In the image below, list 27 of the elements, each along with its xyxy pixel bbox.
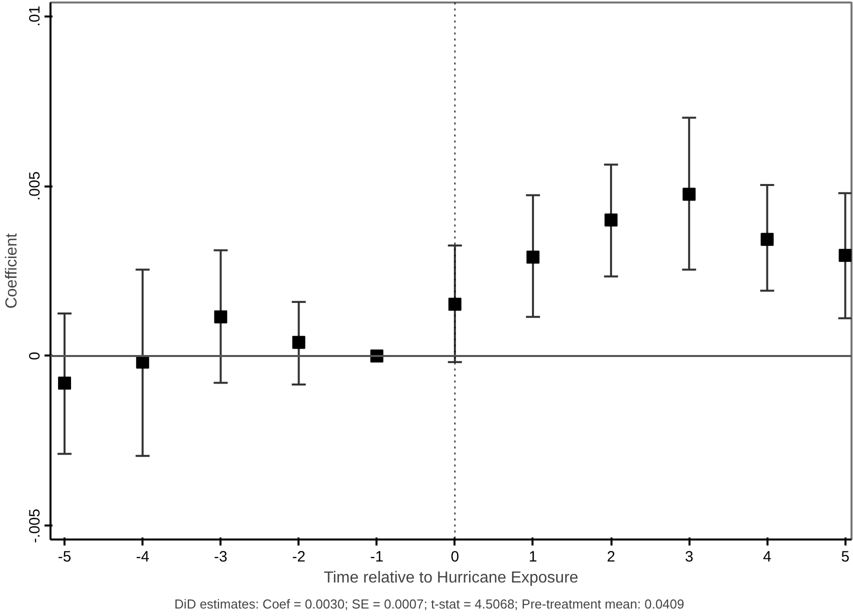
x-tick-label: 3	[684, 548, 694, 566]
point	[604, 214, 618, 227]
y-tick-label: 0	[26, 352, 44, 360]
point	[682, 188, 696, 201]
x-tick-label: 2	[606, 548, 616, 566]
y-tick-label: .005	[26, 171, 44, 201]
text: DiD estimates: Coef = 0.0030; SE = 0.0007; t-stat = 4.5068; Pre-treatment mean: 0.0409	[174, 596, 684, 612]
x-tick-label: -4	[136, 548, 150, 566]
x-tick-label: 1	[528, 548, 538, 566]
y-tick-label: .01	[26, 6, 44, 27]
y-axis-title: Coefficient	[4, 232, 20, 309]
point	[838, 248, 852, 262]
x-tick-label: 5	[841, 548, 850, 566]
x-tick-label: 4	[763, 548, 772, 566]
x-tick-label: -1	[370, 548, 384, 566]
point	[526, 250, 540, 264]
point	[292, 336, 306, 349]
point	[760, 232, 774, 246]
x-axis-title: Time relative to Hurricane Exposure	[324, 570, 578, 586]
point	[214, 310, 228, 324]
x-tick-label: -3	[214, 548, 228, 566]
point	[448, 298, 462, 311]
point	[58, 376, 72, 390]
x-tick-label: 0	[450, 548, 460, 566]
x-tick-label: -2	[292, 548, 306, 566]
y-tick-label: -.005	[26, 508, 44, 543]
x-tick-label: -5	[58, 548, 72, 566]
